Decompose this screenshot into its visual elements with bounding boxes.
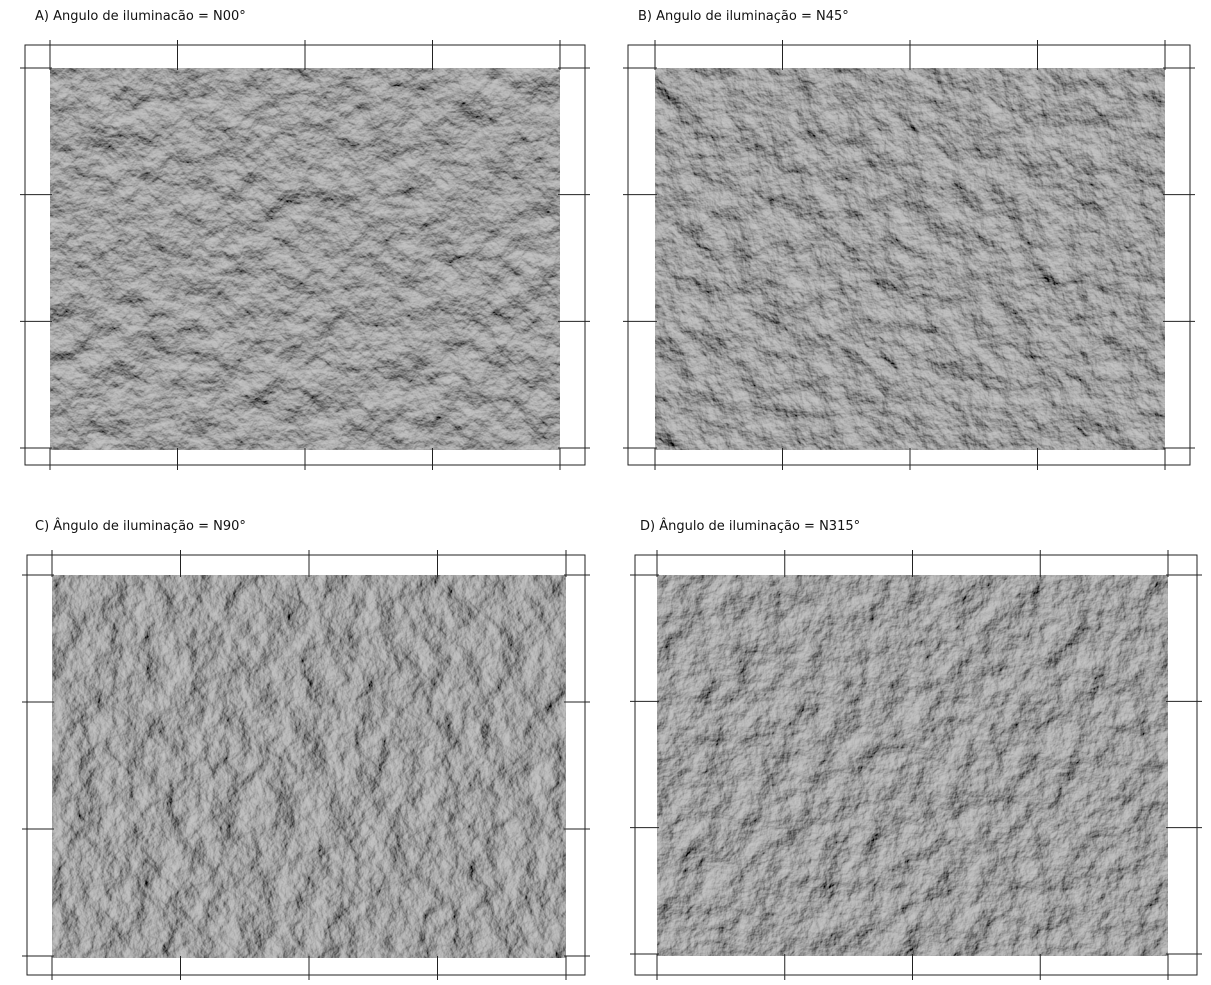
panel-title: C) Ângulo de iluminação = N90° [35, 518, 246, 534]
map-panel: A) Angulo de iluminacão = N00° [20, 9, 590, 470]
map-panel: D) Ângulo de iluminação = N315° [630, 518, 1202, 980]
figure: A) Angulo de iluminacão = N00° B) Angulo … [0, 0, 1211, 985]
map-panel: B) Angulo de iluminação = N45° [623, 9, 1195, 470]
map-panel: C) Ângulo de iluminação = N90° [22, 518, 590, 980]
panel-title: A) Angulo de iluminacão = N00° [35, 9, 246, 24]
panel-title: D) Ângulo de iluminação = N315° [640, 518, 860, 534]
panel-title: B) Angulo de iluminação = N45° [638, 9, 849, 24]
hillshade-image [655, 68, 1165, 450]
hillshade-image [52, 575, 566, 958]
hillshade-image [657, 575, 1168, 956]
hillshade-image [50, 68, 560, 450]
